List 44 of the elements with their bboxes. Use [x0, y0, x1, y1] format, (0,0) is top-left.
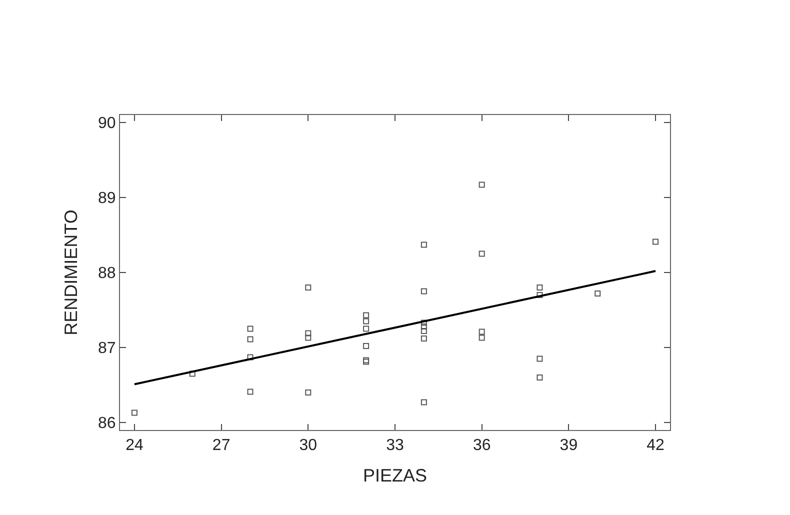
point: [363, 312, 370, 318]
x-tick-label: 24: [126, 437, 144, 454]
point: [478, 334, 485, 341]
x-tick-label: 30: [299, 437, 318, 454]
point: [305, 284, 312, 290]
point: [478, 182, 485, 188]
point: [247, 354, 254, 360]
point: [305, 330, 312, 336]
point: [652, 238, 659, 245]
x-axis-title: PIEZAS: [362, 465, 428, 486]
y-tick-label: 89: [98, 190, 116, 208]
point: [247, 336, 254, 342]
point: [363, 318, 370, 324]
x-tick-label: 33: [386, 437, 404, 454]
y-tick-label: 87: [98, 340, 116, 358]
point: [363, 343, 370, 349]
x-tick-label: 36: [472, 437, 491, 454]
point: [420, 328, 427, 334]
x-tick-label: 27: [212, 437, 230, 454]
point: [536, 292, 543, 298]
x-tick-label: 42: [646, 437, 665, 454]
point: [420, 320, 427, 326]
point: [420, 242, 427, 248]
point: [131, 410, 138, 416]
point: [536, 356, 543, 362]
point: [594, 290, 601, 296]
point: [420, 288, 427, 294]
point: [536, 284, 543, 290]
y-axis-title: RENDIMIENTO: [61, 210, 82, 336]
point: [305, 390, 312, 396]
point: [420, 399, 427, 406]
point: [247, 326, 254, 332]
point: [478, 250, 485, 257]
y-tick-label: 86: [98, 415, 116, 432]
point: [478, 328, 485, 335]
x-tick-label: 39: [560, 437, 578, 454]
point: [363, 326, 370, 332]
point: [420, 324, 427, 330]
point: [247, 388, 254, 395]
point: [305, 334, 312, 341]
point: [536, 374, 543, 380]
y-tick-label: 88: [98, 265, 116, 282]
point: [420, 336, 427, 342]
y-tick-label: 90: [98, 115, 116, 132]
